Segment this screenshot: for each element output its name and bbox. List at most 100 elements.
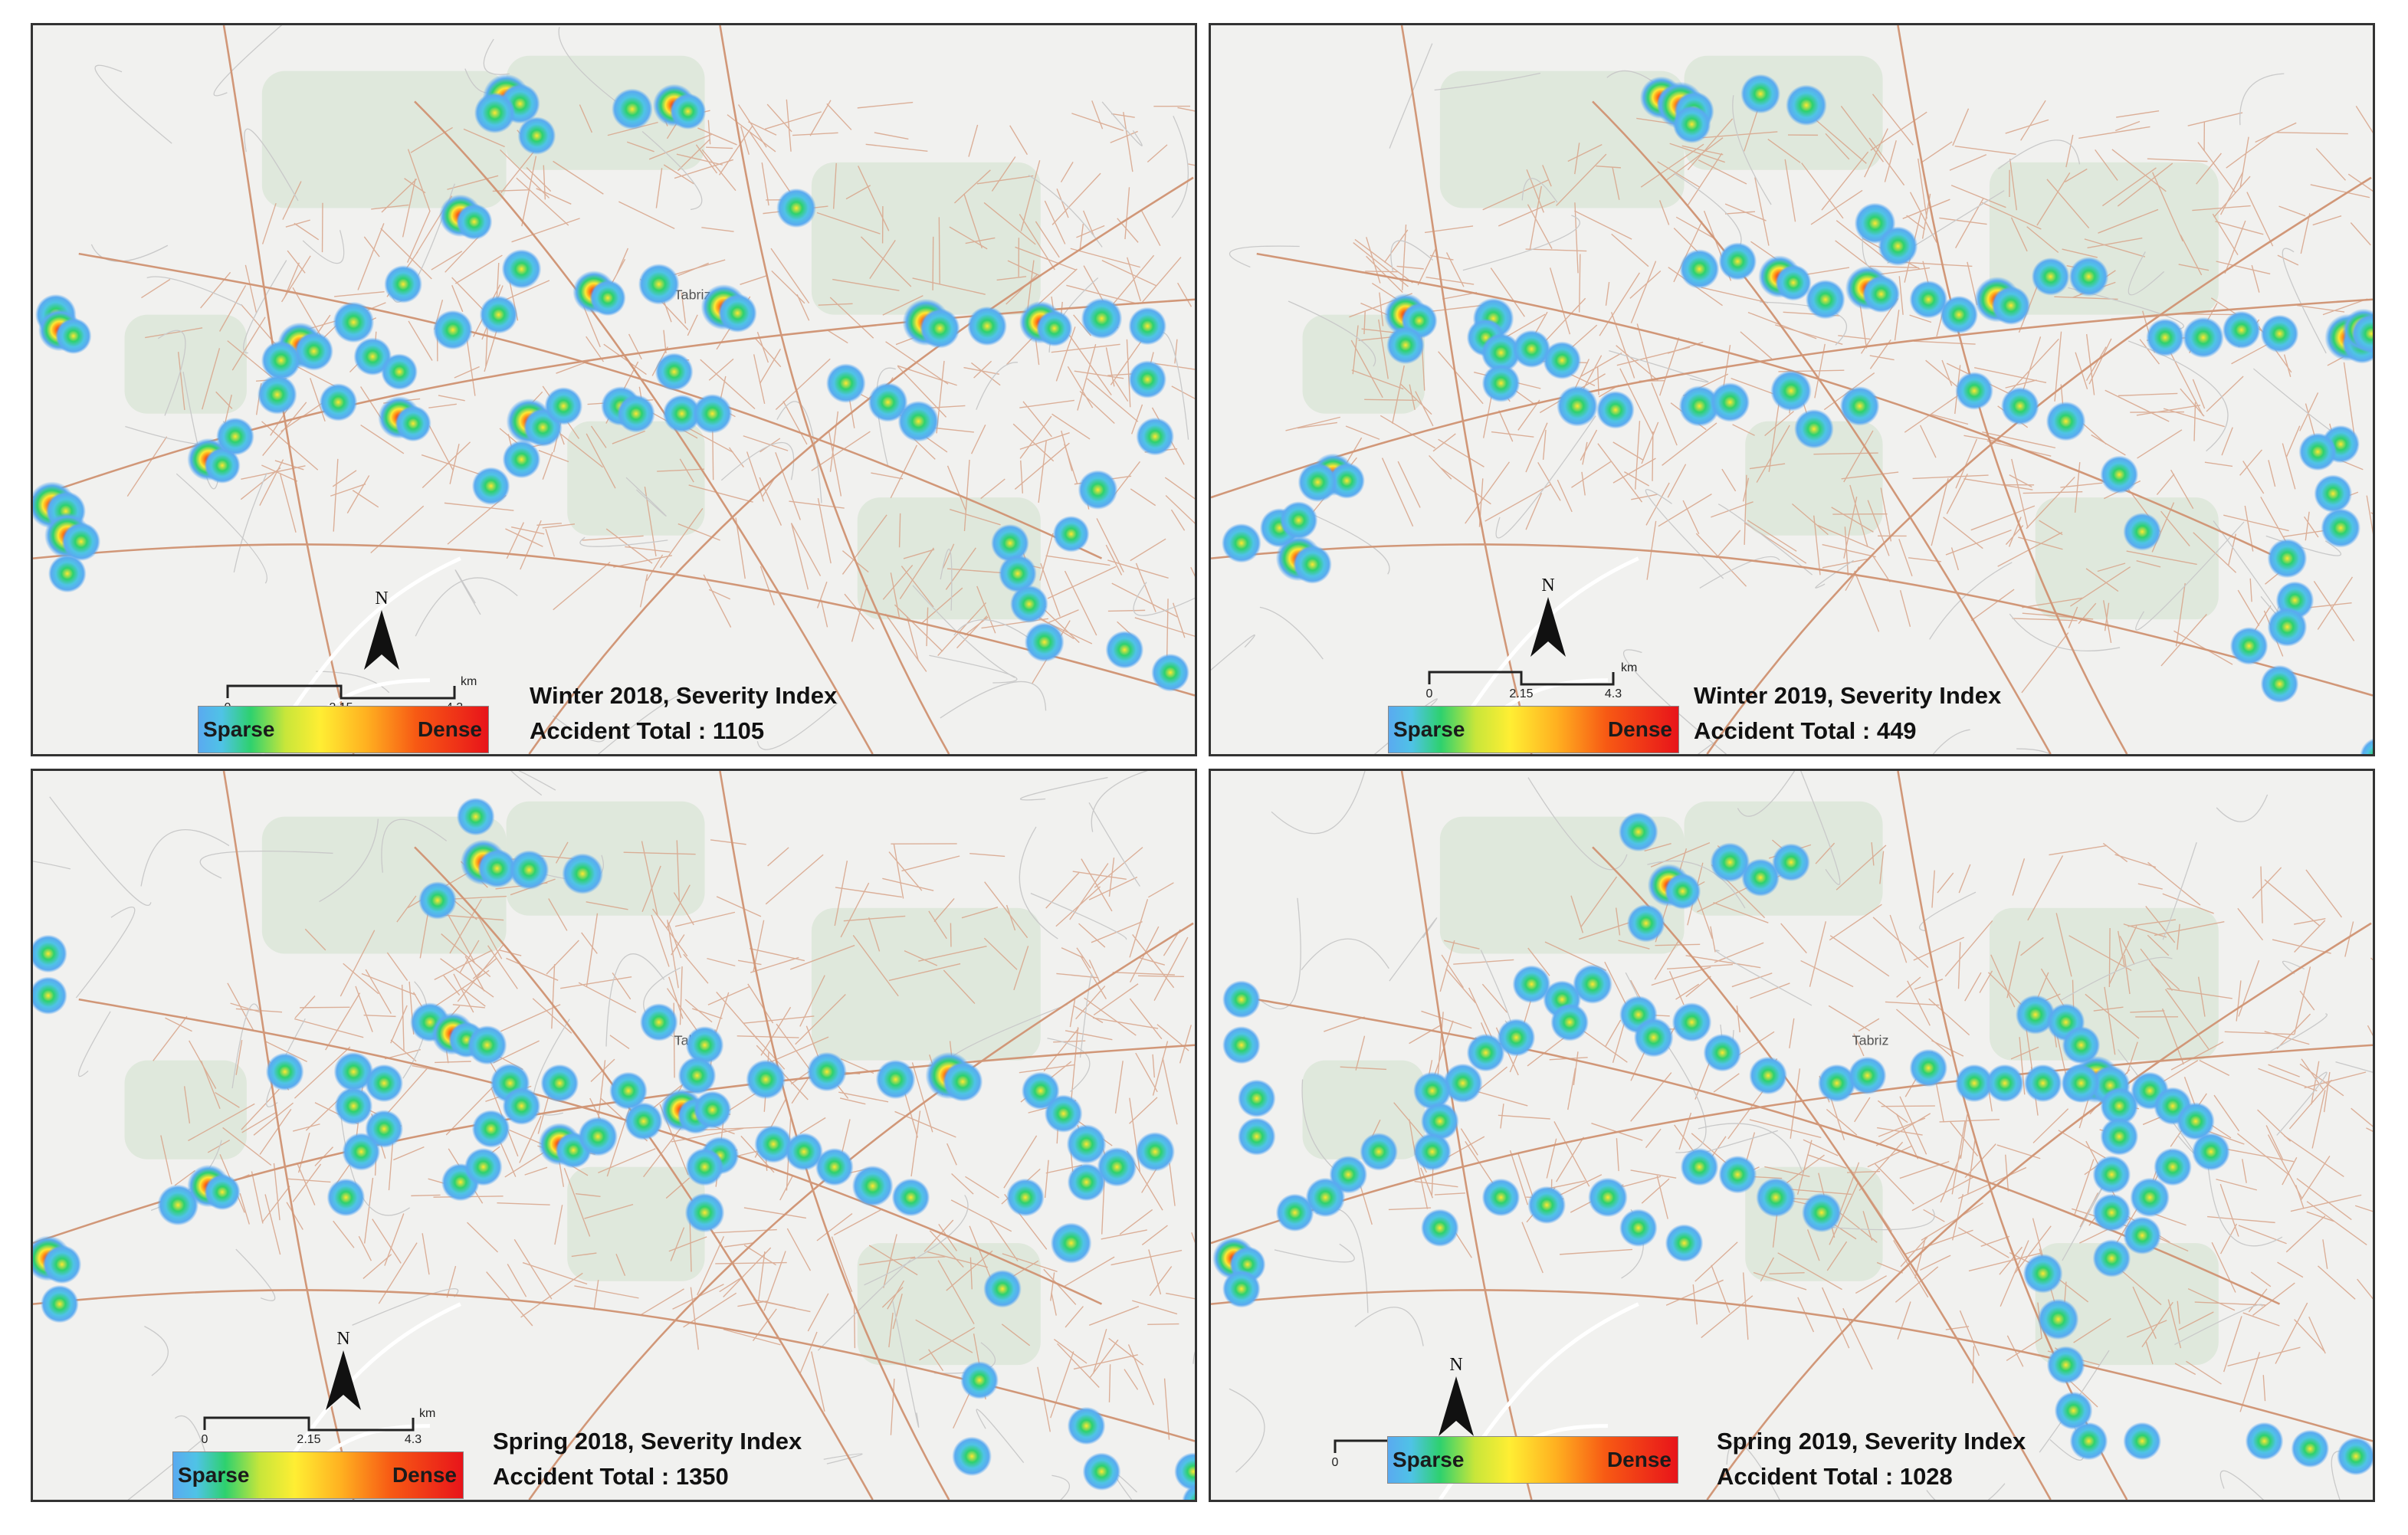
scale-bar-line (1428, 671, 1615, 686)
scale-tick: 0 (1331, 1456, 1339, 1469)
hotspot (1067, 1163, 1106, 1202)
hotspot (2267, 538, 2308, 579)
north-arrow: N (1429, 1355, 1483, 1439)
hotspot (33, 934, 67, 973)
north-arrow-icon (326, 1350, 361, 1410)
hotspot (1481, 1178, 1521, 1217)
hotspot (1174, 1452, 1195, 1491)
hotspot (216, 417, 254, 456)
hotspot (776, 188, 816, 228)
park-areas (1302, 55, 2219, 620)
hotspot (456, 797, 495, 836)
hotspot (1128, 307, 1167, 346)
scale-tick: 4.3 (1604, 687, 1622, 700)
hotspot (1442, 1063, 1483, 1104)
hotspot (540, 1064, 579, 1103)
hotspot (1097, 1146, 1137, 1187)
hotspot (1305, 1177, 1346, 1218)
hotspot (1237, 1079, 1276, 1118)
hotspot (204, 447, 241, 484)
hotspot (669, 93, 707, 130)
hotspot (333, 301, 375, 343)
hotspot (1009, 585, 1048, 624)
caption-title: Spring 2018, Severity Index (493, 1428, 802, 1455)
hotspot (891, 1178, 930, 1217)
hotspot (2267, 607, 2308, 647)
hotspot (265, 1052, 304, 1091)
hotspot (2260, 664, 2299, 704)
hotspot (2100, 1117, 2139, 1156)
hotspot (261, 340, 301, 381)
hotspot (2045, 401, 2086, 441)
hotspot (257, 375, 297, 415)
hotspot (1328, 462, 1366, 499)
hotspot (1664, 873, 1701, 910)
hotspot (2245, 1422, 2284, 1461)
hotspot (2360, 738, 2373, 754)
hotspot (1679, 249, 1720, 289)
hotspot (55, 317, 92, 355)
hotspot (2291, 1429, 2330, 1468)
hotspot (639, 1003, 678, 1041)
legend-high-label: Dense (1607, 717, 1672, 741)
hotspot (1024, 622, 1065, 662)
hotspot (2154, 1147, 2192, 1186)
density-legend: Sparse Dense (172, 1451, 464, 1499)
hotspot (638, 264, 680, 305)
hotspot (1128, 360, 1167, 399)
hotspot (1527, 1186, 1567, 1225)
hotspot (2177, 1102, 2215, 1140)
scale-bar-line (203, 1416, 415, 1432)
hotspot (920, 308, 960, 349)
road-network (126, 99, 1195, 684)
density-legend: Sparse Dense (1387, 1436, 1678, 1484)
hotspot (1710, 382, 1750, 422)
hotspot (2298, 432, 2337, 471)
hotspot (544, 387, 583, 425)
hotspot (48, 554, 87, 593)
hotspot (381, 353, 418, 390)
hotspot (693, 1091, 732, 1130)
hotspot (1237, 1117, 1276, 1156)
hotspot (1618, 812, 1658, 852)
hotspot (1412, 1071, 1452, 1110)
hotspot (467, 1025, 507, 1065)
hotspot (1801, 1192, 1842, 1233)
hotspot (562, 853, 604, 894)
hotspot (1703, 1033, 1742, 1072)
hotspot (1081, 297, 1123, 339)
hotspot (42, 1245, 82, 1284)
hotspot (502, 440, 541, 479)
hotspot (2062, 1025, 2101, 1064)
hotspot (2146, 318, 2184, 357)
hotspot (1557, 385, 1599, 427)
hotspot (2100, 455, 2139, 494)
hotspot (1221, 523, 1261, 563)
map-canvas: Tabriz (33, 771, 1195, 1500)
hotspot (1665, 1224, 1704, 1262)
map-panel-winter-2018: Tabriz N 0 2.15 4.3 km Sparse Dense Wint… (31, 23, 1197, 756)
hotspot (942, 1061, 983, 1102)
hotspot (2069, 1422, 2108, 1461)
scale-tick: 4.3 (404, 1433, 422, 1446)
hotspot (517, 116, 556, 155)
map-panel-spring-2019: Tabriz N 0 Sparse Dense Spring 2019, Sev… (1209, 769, 2375, 1502)
hotspot (1770, 370, 1812, 412)
map-canvas: Tabriz (33, 25, 1195, 754)
hotspot (875, 1059, 916, 1100)
map-caption: Spring 2019, Severity Index Accident Tot… (1717, 1424, 2026, 1494)
caption-title: Spring 2019, Severity Index (1717, 1428, 2026, 1455)
hotspot (1909, 280, 1948, 319)
hotspot (1105, 631, 1144, 669)
caption-total: Accident Total : 1105 (530, 717, 765, 744)
hotspot (1718, 242, 1757, 280)
scale-tick: 2.15 (1509, 687, 1534, 700)
hotspot (654, 353, 694, 391)
hotspot (2337, 1437, 2373, 1476)
hotspot (1135, 1132, 1176, 1172)
hotspot (1044, 1094, 1083, 1133)
north-arrow-label: N (336, 1329, 350, 1349)
map-caption: Winter 2019, Severity Index Accident Tot… (1694, 678, 2001, 749)
hotspot (897, 400, 940, 442)
map-canvas: Tabriz (1211, 25, 2373, 754)
